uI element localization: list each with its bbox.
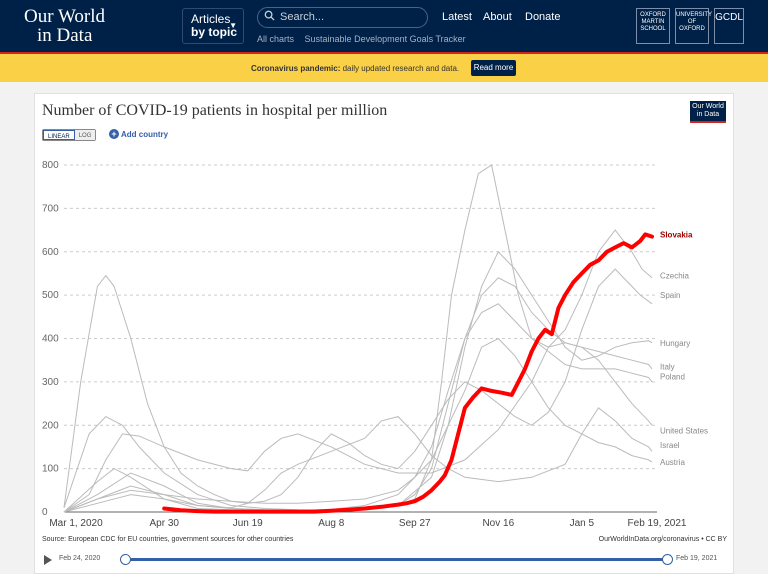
nav-about[interactable]: About	[483, 11, 512, 23]
search-input[interactable]: Search...	[257, 7, 428, 28]
owid-badge[interactable]: Our World in Data	[690, 101, 726, 123]
y-tick-label: 0	[42, 507, 48, 518]
series-line-spain	[63, 268, 653, 508]
linear-scale-button[interactable]: LINEAR	[43, 130, 75, 140]
series-label-united-states: United States	[660, 426, 708, 435]
x-tick-label: Jan 5	[570, 518, 595, 529]
series-line-italy	[63, 277, 653, 511]
series-line-poland	[63, 303, 653, 513]
timeline-start-handle[interactable]	[120, 554, 131, 565]
gcdl-logo[interactable]: GCDL	[714, 8, 744, 44]
series-label-czechia: Czechia	[660, 272, 689, 281]
timeline-end-label: Feb 19, 2021	[676, 555, 718, 562]
y-tick-label: 800	[42, 160, 59, 171]
y-tick-label: 600	[42, 247, 59, 258]
by-topic-label: by topic	[191, 25, 238, 39]
chart-attribution[interactable]: OurWorldInData.org/coronavirus • CC BY	[598, 536, 727, 543]
x-tick-label: Jun 19	[233, 518, 263, 529]
y-tick-label: 500	[42, 290, 59, 301]
play-icon[interactable]	[44, 555, 52, 565]
banner-bold: Coronavirus pandemic:	[251, 64, 341, 73]
series-line-austria	[63, 337, 653, 513]
logo-line1: Our World	[24, 6, 105, 27]
nav-donate[interactable]: Donate	[525, 11, 561, 23]
owid-logo[interactable]: Our World in Data	[24, 7, 105, 45]
banner-message: daily updated research and data.	[342, 64, 460, 73]
all-charts-link[interactable]: All charts	[257, 34, 295, 44]
oxford-martin-logo[interactable]: OXFORD MARTIN SCHOOL	[636, 8, 670, 44]
series-label-hungary: Hungary	[660, 339, 690, 348]
x-tick-label: Sep 27	[399, 518, 431, 529]
y-tick-label: 200	[42, 420, 59, 431]
x-tick-label: Apr 30	[149, 518, 179, 529]
banner-text: Coronavirus pandemic: daily updated rese…	[251, 64, 459, 73]
timeline-track[interactable]	[122, 558, 664, 561]
y-tick-label: 100	[42, 464, 59, 475]
read-more-button[interactable]: Read more	[471, 60, 516, 76]
search-placeholder: Search...	[280, 11, 325, 23]
series-label-austria: Austria	[660, 458, 685, 467]
timeline: Feb 24, 2020 Feb 19, 2021	[42, 552, 728, 568]
search-icon	[264, 10, 275, 21]
sublinks: All charts Sustainable Development Goals…	[257, 34, 474, 44]
series-label-italy: Italy	[660, 363, 675, 372]
series-line-slovakia	[162, 232, 654, 514]
timeline-end-handle[interactable]	[662, 554, 673, 565]
x-tick-label: Nov 16	[482, 518, 514, 529]
add-country-button[interactable]: + Add country	[109, 129, 168, 139]
scale-toggle: LINEAR LOG	[42, 129, 97, 141]
site-header: Our World in Data Articles by topic ▼ Se…	[0, 0, 768, 52]
plus-icon: +	[109, 129, 119, 139]
chart-title: Number of COVID-19 patients in hospital …	[42, 102, 388, 119]
series-label-poland: Poland	[660, 373, 685, 382]
chart-source: Source: European CDC for EU countries, g…	[42, 536, 294, 543]
y-tick-label: 300	[42, 377, 59, 388]
x-tick-label: Mar 1, 2020	[49, 518, 103, 529]
x-tick-label: Feb 19, 2021	[628, 518, 687, 529]
caret-down-icon: ▼	[229, 21, 237, 30]
log-scale-button[interactable]: LOG	[74, 130, 96, 140]
series-line-israel	[63, 407, 653, 513]
series-label-israel: Israel	[660, 441, 680, 450]
timeline-start-label: Feb 24, 2020	[59, 555, 101, 562]
logo-line2: in Data	[37, 25, 93, 46]
coronavirus-banner: Coronavirus pandemic: daily updated rese…	[0, 52, 768, 82]
series-line-united-states	[63, 342, 653, 513]
y-tick-label: 400	[42, 334, 59, 345]
series-label-slovakia: Slovakia	[660, 230, 693, 239]
nav-latest[interactable]: Latest	[442, 11, 472, 23]
series-label-spain: Spain	[660, 291, 680, 300]
add-country-label: Add country	[121, 130, 169, 139]
articles-by-topic-dropdown[interactable]: Articles by topic ▼	[182, 8, 244, 44]
x-tick-label: Aug 8	[318, 518, 345, 529]
articles-label: Articles	[191, 12, 231, 26]
oxford-university-logo[interactable]: UNIVERSITY OF OXFORD	[675, 8, 712, 44]
y-tick-label: 700	[42, 203, 59, 214]
sdg-tracker-link[interactable]: Sustainable Development Goals Tracker	[304, 34, 466, 44]
